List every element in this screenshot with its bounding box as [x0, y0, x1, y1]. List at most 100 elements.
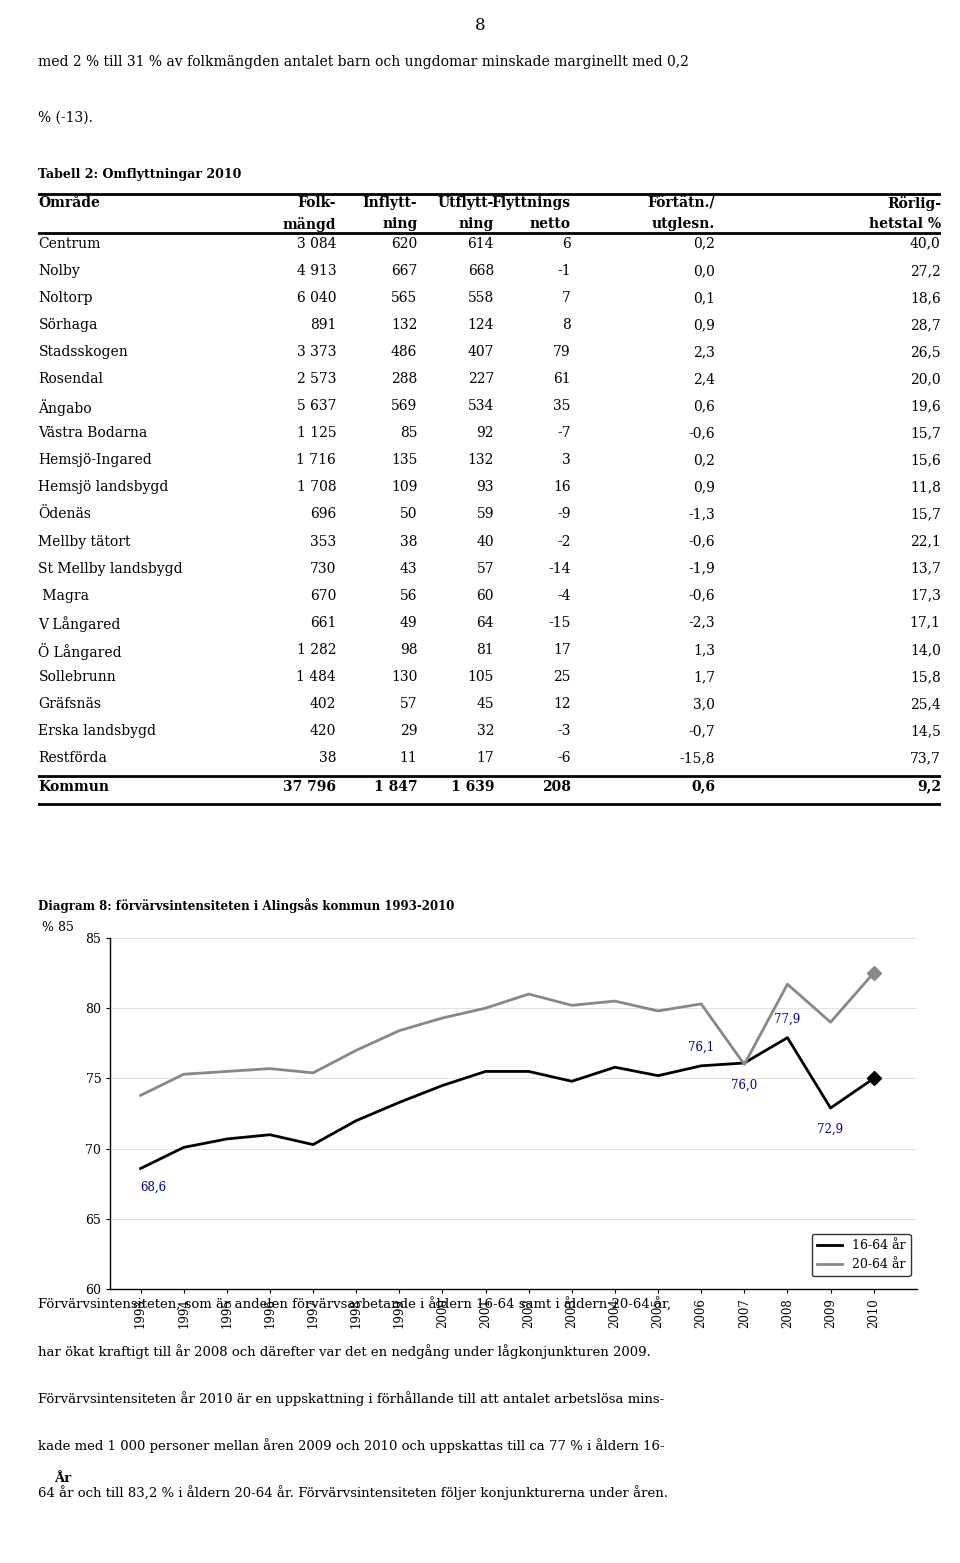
Text: Sollebrunn: Sollebrunn	[38, 671, 116, 685]
Text: 661: 661	[310, 616, 336, 630]
Text: 132: 132	[468, 453, 494, 467]
Text: -0,6: -0,6	[688, 535, 715, 549]
Text: 1 708: 1 708	[297, 480, 336, 494]
Text: 353: 353	[310, 535, 336, 549]
Text: 1 716: 1 716	[297, 453, 336, 467]
Text: 15,7: 15,7	[910, 508, 941, 522]
Text: 668: 668	[468, 264, 494, 278]
Text: 38: 38	[319, 752, 336, 764]
Text: 620: 620	[391, 236, 418, 250]
Text: Stadsskogen: Stadsskogen	[38, 345, 128, 359]
Text: 29: 29	[400, 724, 418, 738]
Text: Västra Bodarna: Västra Bodarna	[38, 427, 148, 441]
Text: Noltorp: Noltorp	[38, 291, 93, 305]
Text: Hemsjö landsbygd: Hemsjö landsbygd	[38, 480, 169, 494]
Text: 15,6: 15,6	[910, 453, 941, 467]
Text: 1 639: 1 639	[450, 780, 494, 794]
Text: 288: 288	[391, 372, 418, 386]
Text: 2,3: 2,3	[693, 345, 715, 359]
Text: Ödenäs: Ödenäs	[38, 508, 91, 522]
Text: 37 796: 37 796	[283, 780, 336, 794]
Text: 92: 92	[476, 427, 494, 441]
Text: Mellby tätort: Mellby tätort	[38, 535, 131, 549]
Text: 105: 105	[468, 671, 494, 685]
Text: 28,7: 28,7	[910, 317, 941, 331]
Text: 40,0: 40,0	[910, 236, 941, 250]
Text: 9,2: 9,2	[917, 780, 941, 794]
Text: 124: 124	[468, 317, 494, 331]
Text: 3 373: 3 373	[297, 345, 336, 359]
Text: 18,6: 18,6	[910, 291, 941, 305]
Text: 534: 534	[468, 399, 494, 413]
Text: 38: 38	[400, 535, 418, 549]
Text: -0,6: -0,6	[688, 427, 715, 441]
Text: 61: 61	[553, 372, 571, 386]
Text: 64: 64	[476, 616, 494, 630]
Text: 40: 40	[476, 535, 494, 549]
Text: 0,6: 0,6	[693, 399, 715, 413]
Text: -2,3: -2,3	[688, 616, 715, 630]
Text: 6: 6	[562, 236, 571, 250]
Text: 81: 81	[476, 642, 494, 656]
Text: 57: 57	[476, 561, 494, 575]
Text: med 2 % till 31 % av folkmängden antalet barn och ungdomar minskade marginellt m: med 2 % till 31 % av folkmängden antalet…	[38, 55, 689, 69]
Text: -2: -2	[558, 535, 571, 549]
Text: 3,0: 3,0	[693, 697, 715, 711]
Text: 73,7: 73,7	[910, 752, 941, 764]
Text: 135: 135	[391, 453, 418, 467]
Text: Sörhaga: Sörhaga	[38, 317, 98, 331]
Text: Flyttnings: Flyttnings	[492, 195, 571, 209]
Text: 569: 569	[391, 399, 418, 413]
Text: 558: 558	[468, 291, 494, 305]
Text: Förvärvsintensiteten, som är andelen förvärvsarbetande i åldern 16-64 samt i åld: Förvärvsintensiteten, som är andelen för…	[38, 1297, 671, 1311]
Text: 1 484: 1 484	[297, 671, 336, 685]
Text: 15,8: 15,8	[910, 671, 941, 685]
Text: 3 084: 3 084	[297, 236, 336, 250]
Text: Centrum: Centrum	[38, 236, 101, 250]
Text: 76,0: 76,0	[732, 1078, 757, 1093]
Text: 5 637: 5 637	[297, 399, 336, 413]
Text: 12: 12	[553, 697, 571, 711]
Text: 486: 486	[391, 345, 418, 359]
Text: 8: 8	[562, 317, 571, 331]
Text: Diagram 8: förvärvsintensiteten i Alingsås kommun 1993-2010: Diagram 8: förvärvsintensiteten i Alings…	[38, 899, 455, 913]
Text: Tabell 2: Omflyttningar 2010: Tabell 2: Omflyttningar 2010	[38, 167, 242, 181]
Text: 696: 696	[310, 508, 336, 522]
Text: mängd: mängd	[282, 217, 336, 231]
Text: 56: 56	[400, 589, 418, 603]
Text: 72,9: 72,9	[818, 1122, 844, 1136]
Text: 0,9: 0,9	[693, 480, 715, 494]
Text: 14,0: 14,0	[910, 642, 941, 656]
Text: % 85: % 85	[42, 921, 74, 935]
Text: V Långared: V Långared	[38, 616, 121, 631]
Text: -14: -14	[548, 561, 571, 575]
Text: Område: Område	[38, 195, 100, 209]
Text: -0,7: -0,7	[688, 724, 715, 738]
Text: År: År	[54, 1472, 71, 1485]
Text: 27,2: 27,2	[910, 264, 941, 278]
Text: 79: 79	[553, 345, 571, 359]
Text: Ö Långared: Ö Långared	[38, 642, 122, 660]
Text: Förtätn./: Förtätn./	[648, 195, 715, 209]
Text: 19,6: 19,6	[910, 399, 941, 413]
Text: 13,7: 13,7	[910, 561, 941, 575]
Text: Folk-: Folk-	[298, 195, 336, 209]
Text: 25: 25	[553, 671, 571, 685]
Text: 420: 420	[310, 724, 336, 738]
Text: 0,0: 0,0	[693, 264, 715, 278]
Text: Restförda: Restförda	[38, 752, 108, 764]
Text: 6 040: 6 040	[297, 291, 336, 305]
Text: 667: 667	[391, 264, 418, 278]
Text: 208: 208	[542, 780, 571, 794]
Text: Förvärvsintensiteten år 2010 är en uppskattning i förhållande till att antalet a: Förvärvsintensiteten år 2010 är en uppsk…	[38, 1391, 664, 1407]
Text: -1,9: -1,9	[688, 561, 715, 575]
Text: har ökat kraftigt till år 2008 och därefter var det en nedgång under lågkonjunkt: har ökat kraftigt till år 2008 och däref…	[38, 1344, 651, 1360]
Text: 2 573: 2 573	[297, 372, 336, 386]
Text: 109: 109	[391, 480, 418, 494]
Text: 57: 57	[399, 697, 418, 711]
Text: 132: 132	[391, 317, 418, 331]
Text: 60: 60	[476, 589, 494, 603]
Text: 25,4: 25,4	[910, 697, 941, 711]
Text: 45: 45	[476, 697, 494, 711]
Text: 68,6: 68,6	[140, 1180, 167, 1193]
